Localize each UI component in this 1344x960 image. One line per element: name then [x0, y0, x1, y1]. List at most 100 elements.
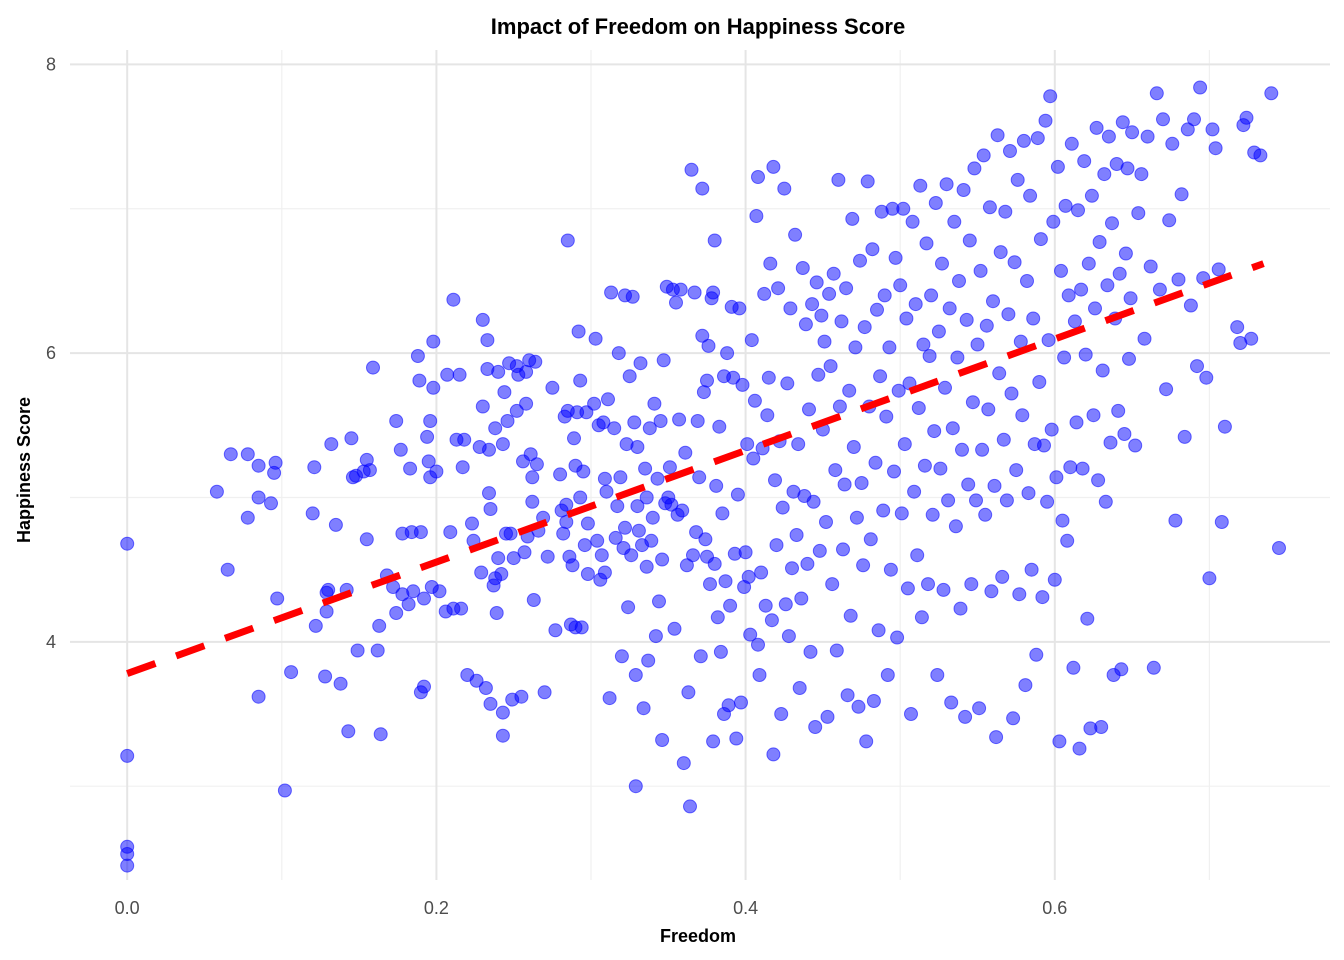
data-point	[775, 500, 790, 515]
grid-lines	[70, 50, 1330, 880]
data-point	[478, 681, 493, 695]
data-point	[284, 665, 299, 680]
data-point	[712, 419, 727, 434]
data-point	[653, 414, 668, 428]
data-point	[277, 783, 292, 798]
data-point	[1239, 110, 1254, 125]
data-point	[848, 340, 863, 355]
data-point	[1117, 427, 1132, 441]
data-point	[922, 349, 937, 363]
data-point	[880, 668, 895, 682]
data-point	[803, 644, 818, 659]
data-point	[1086, 408, 1101, 423]
data-point	[785, 561, 799, 576]
data-point	[1061, 288, 1076, 303]
data-point	[497, 385, 512, 400]
data-point	[1064, 136, 1079, 151]
data-point	[791, 437, 806, 452]
data-point	[417, 591, 431, 606]
y-axis-title: Happiness Score	[14, 397, 34, 543]
data-point	[738, 545, 753, 560]
data-point	[642, 421, 657, 436]
data-point	[952, 274, 966, 288]
data-point	[1137, 331, 1152, 346]
data-point	[916, 337, 931, 352]
data-point	[990, 128, 1005, 143]
data-point	[723, 598, 738, 613]
data-point	[1016, 133, 1031, 148]
data-point	[730, 487, 745, 502]
data-point	[820, 709, 835, 724]
data-point	[630, 499, 645, 514]
data-point	[989, 730, 1004, 745]
data-point	[709, 478, 724, 493]
data-point	[747, 393, 762, 408]
data-point	[641, 653, 656, 668]
data-point	[1063, 460, 1078, 475]
data-point	[630, 440, 645, 454]
data-point	[350, 643, 365, 658]
data-point	[752, 668, 767, 682]
data-point	[843, 608, 858, 623]
data-point	[1115, 115, 1130, 130]
data-point	[500, 414, 515, 428]
data-point	[251, 490, 266, 505]
data-point	[986, 294, 1000, 309]
data-point	[482, 442, 496, 457]
data-point	[655, 552, 670, 567]
data-point	[426, 334, 441, 349]
data-point	[707, 233, 722, 248]
x-tick-label: 0.4	[733, 898, 758, 918]
data-point	[517, 545, 532, 560]
data-point	[560, 233, 575, 248]
data-point	[268, 455, 283, 470]
data-point	[959, 312, 974, 327]
data-point	[689, 525, 704, 540]
data-point	[209, 484, 224, 499]
data-point	[636, 701, 651, 716]
data-point	[440, 367, 455, 382]
data-point	[475, 312, 490, 327]
data-point	[996, 432, 1011, 447]
data-point	[865, 242, 880, 257]
data-point	[888, 250, 903, 265]
data-point	[567, 431, 581, 446]
data-point	[919, 236, 934, 251]
data-point	[621, 600, 636, 615]
data-point	[1055, 513, 1070, 528]
data-point	[1044, 422, 1059, 437]
data-point	[645, 510, 660, 525]
data-point	[780, 376, 795, 391]
data-point	[372, 618, 387, 633]
data-point	[624, 548, 639, 563]
data-point	[778, 597, 793, 612]
data-point	[565, 558, 580, 573]
data-point	[684, 162, 699, 177]
data-point	[1183, 298, 1198, 313]
data-point	[883, 562, 898, 577]
data-point	[495, 437, 510, 452]
data-point	[1020, 274, 1034, 288]
data-point	[978, 507, 993, 522]
data-point	[823, 359, 838, 374]
data-point	[741, 569, 756, 584]
y-tick-label: 4	[46, 632, 56, 652]
data-point	[1029, 647, 1044, 662]
data-point	[1193, 80, 1208, 95]
data-point	[413, 525, 428, 540]
data-point	[1091, 473, 1106, 488]
data-point	[975, 442, 990, 457]
data-point	[911, 401, 926, 415]
data-point	[933, 461, 948, 476]
data-point	[1050, 159, 1065, 174]
data-point	[751, 637, 765, 652]
data-point	[935, 256, 949, 271]
data-point	[1004, 386, 1019, 401]
data-point	[1003, 144, 1017, 158]
data-point	[992, 366, 1007, 381]
data-point	[1171, 272, 1186, 287]
data-point	[900, 581, 915, 596]
data-point	[930, 668, 945, 682]
data-point	[540, 549, 555, 564]
data-point	[482, 486, 496, 501]
